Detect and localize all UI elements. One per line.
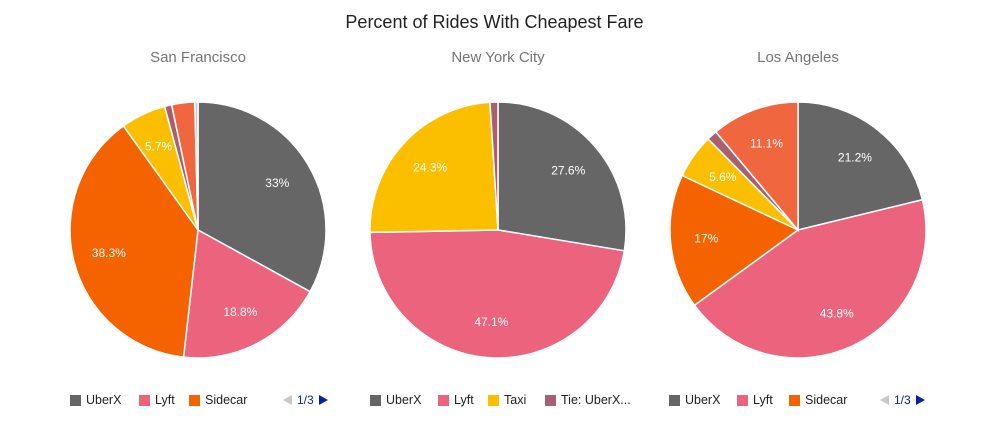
legend-swatch-uberx bbox=[370, 394, 381, 406]
legend-swatch-lyft bbox=[737, 394, 748, 406]
slice-label-slice-5: 11.1% bbox=[750, 136, 783, 150]
legend-swatch-taxi bbox=[488, 394, 499, 406]
pie-slice-lyft-1[interactable] bbox=[369, 229, 626, 359]
legend-san-francisco: UberX Lyft Sidecar 1/3 bbox=[38, 393, 358, 411]
slice-label-taxi-2: 24.3% bbox=[413, 161, 447, 175]
legend-item-taxi[interactable]: Taxi bbox=[488, 393, 526, 407]
legend-pager: 1/3 bbox=[880, 393, 925, 407]
legend-item-lyft[interactable]: Lyft bbox=[737, 393, 773, 407]
slice-label-sidecar-2: 38.3% bbox=[92, 246, 126, 260]
legend-page-indicator: 1/3 bbox=[894, 393, 911, 407]
legend-item-sidecar[interactable]: Sidecar bbox=[789, 393, 847, 407]
slice-label-uberx-0: 21.2% bbox=[838, 151, 872, 165]
legend-item-uberx[interactable]: UberX bbox=[370, 393, 421, 407]
pie-panel-los-angeles: Los Angeles 21.2% 43.8% 17% 5.6% 11.1% UberX… bbox=[638, 0, 958, 444]
pie-chart-san-francisco: 33% 18.8% 38.3% 5.7% bbox=[69, 101, 327, 359]
legend-los-angeles: UberX Lyft Sidecar 1/3 bbox=[638, 393, 958, 411]
legend-item-uberx[interactable]: UberX bbox=[70, 393, 121, 407]
legend-swatch-lyft bbox=[438, 394, 449, 406]
pie-slice-slice-6[interactable] bbox=[194, 101, 199, 231]
legend-item-uberx[interactable]: UberX bbox=[669, 393, 720, 407]
legend-swatch-tie bbox=[545, 394, 556, 406]
legend-label-lyft: Lyft bbox=[454, 393, 474, 407]
pie-panel-new-york-city: New York City 27.6% 47.1% 24.3% UberX Lyft… bbox=[338, 0, 658, 444]
legend-prev-icon[interactable] bbox=[880, 395, 889, 405]
pie-slice-sidecar-2[interactable] bbox=[69, 124, 199, 359]
legend-item-sidecar[interactable]: Sidecar bbox=[189, 393, 247, 407]
pie-title-los-angeles: Los Angeles bbox=[757, 49, 839, 66]
pie-title-new-york-city: New York City bbox=[451, 49, 545, 66]
pie-slice-uberx-0[interactable] bbox=[197, 101, 327, 293]
pie-slice-sidecar-2[interactable] bbox=[669, 174, 800, 307]
legend-item-lyft[interactable]: Lyft bbox=[438, 393, 474, 407]
legend-item-lyft[interactable]: Lyft bbox=[139, 393, 175, 407]
legend-label-sidecar: Sidecar bbox=[205, 393, 248, 407]
slice-label-uberx-0: 33% bbox=[265, 176, 289, 190]
legend-page-indicator: 1/3 bbox=[297, 393, 314, 407]
pie-slice-slice-5[interactable] bbox=[714, 101, 799, 233]
legend-swatch-sidecar bbox=[189, 394, 200, 406]
pie-panel-san-francisco: San Francisco 33% 18.8% 38.3% 5.7% UberX Ly… bbox=[38, 0, 358, 444]
legend-label-uberx: UberX bbox=[685, 393, 721, 407]
legend-label-sidecar: Sidecar bbox=[805, 393, 848, 407]
slice-label-slice-3: 5.7% bbox=[145, 140, 173, 154]
pie-chart-new-york-city: 27.6% 47.1% 24.3% bbox=[369, 101, 627, 359]
pie-title-san-francisco: San Francisco bbox=[150, 49, 246, 66]
legend-pager: 1/3 bbox=[283, 393, 328, 407]
legend-swatch-lyft bbox=[139, 394, 150, 406]
chart-title: Percent of Rides With Cheapest Fare bbox=[345, 12, 644, 32]
legend-label-lyft: Lyft bbox=[753, 393, 773, 407]
legend-label-taxi: Taxi bbox=[504, 393, 527, 407]
legend-swatch-uberx bbox=[70, 394, 81, 406]
pie-slice-uberx-0[interactable] bbox=[497, 101, 627, 252]
slice-label-slice-3: 5.6% bbox=[709, 170, 737, 184]
slice-label-sidecar-2: 17% bbox=[694, 232, 718, 246]
legend-label-uberx: UberX bbox=[86, 393, 122, 407]
pie-chart-los-angeles: 21.2% 43.8% 17% 5.6% 11.1% bbox=[669, 101, 927, 359]
slice-label-lyft-1: 47.1% bbox=[474, 315, 508, 329]
legend-next-icon[interactable] bbox=[915, 395, 925, 405]
legend-swatch-sidecar bbox=[789, 394, 800, 406]
legend-label-tie: Tie: UberX... bbox=[561, 393, 631, 407]
pie-slice-tie-uberx-3[interactable] bbox=[489, 101, 499, 231]
legend-next-icon[interactable] bbox=[318, 395, 328, 405]
legend-label-uberx: UberX bbox=[386, 393, 422, 407]
pie-slice-taxi-2[interactable] bbox=[369, 101, 499, 234]
legend-swatch-uberx bbox=[669, 394, 680, 406]
pie-slice-lyft-1[interactable] bbox=[182, 228, 312, 359]
legend-item-tie[interactable]: Tie: UberX... bbox=[545, 393, 631, 407]
legend-new-york-city: UberX Lyft Taxi Tie: UberX... bbox=[338, 393, 658, 411]
legend-prev-icon[interactable] bbox=[283, 395, 292, 405]
pie-slice-lyft-1[interactable] bbox=[693, 198, 927, 359]
legend-label-lyft: Lyft bbox=[155, 393, 175, 407]
slice-label-uberx-0: 27.6% bbox=[551, 163, 585, 177]
slice-label-lyft-1: 43.8% bbox=[820, 307, 854, 321]
slice-label-lyft-1: 18.8% bbox=[223, 305, 257, 319]
pie-slice-uberx-0[interactable] bbox=[797, 101, 924, 231]
